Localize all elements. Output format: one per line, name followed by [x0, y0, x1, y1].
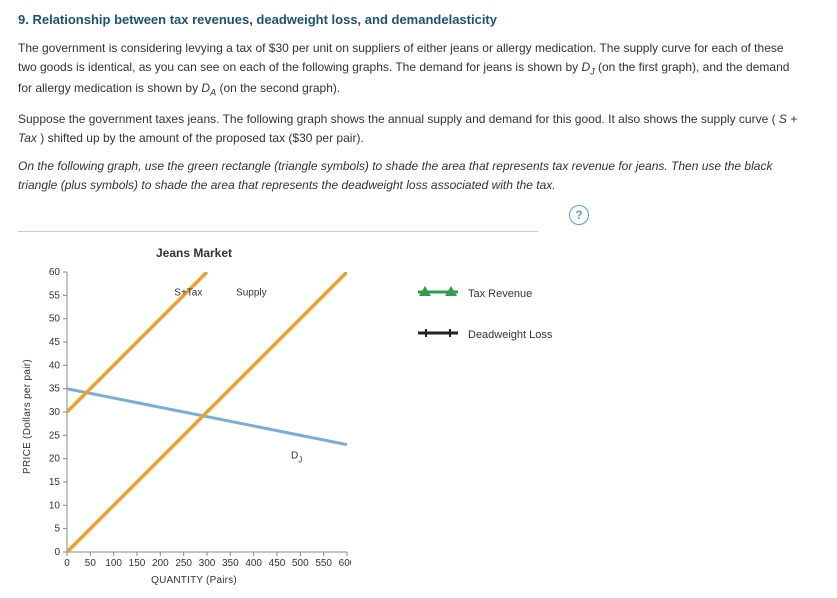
- svg-text:0: 0: [54, 547, 60, 558]
- svg-text:50: 50: [85, 558, 97, 569]
- svg-text:25: 25: [49, 430, 61, 441]
- svg-text:DJ: DJ: [291, 450, 302, 464]
- question-number: 9.: [18, 12, 29, 27]
- svg-text:0: 0: [64, 558, 70, 569]
- chart-title: Jeans Market: [37, 246, 351, 260]
- paragraph-1: The government is considering levying a …: [18, 39, 798, 100]
- svg-text:150: 150: [129, 558, 146, 569]
- svg-text:45: 45: [49, 337, 61, 348]
- deadweight-loss-icon: [418, 323, 458, 346]
- p1-dj-sub: J: [590, 66, 595, 76]
- svg-text:300: 300: [199, 558, 216, 569]
- y-axis-label: PRICE (Dollars per pair): [18, 246, 37, 586]
- svg-text:10: 10: [49, 500, 61, 511]
- svg-text:250: 250: [175, 558, 192, 569]
- legend-tax-revenue[interactable]: Tax Revenue: [418, 282, 552, 305]
- svg-text:50: 50: [49, 313, 61, 324]
- svg-text:5: 5: [54, 523, 60, 534]
- p2-text-b: ) shifted up by the amount of the propos…: [40, 131, 364, 145]
- divider: [18, 231, 538, 232]
- svg-text:20: 20: [49, 453, 61, 464]
- svg-text:500: 500: [292, 558, 309, 569]
- paragraph-3-instructions: On the following graph, use the green re…: [18, 157, 798, 194]
- svg-text:200: 200: [152, 558, 169, 569]
- chart-container: PRICE (Dollars per pair) Jeans Market 0 5…: [18, 246, 384, 586]
- svg-text:S+Tax: S+Tax: [174, 287, 202, 298]
- paragraph-2: Suppose the government taxes jeans. The …: [18, 110, 798, 147]
- svg-text:Supply: Supply: [236, 287, 267, 298]
- help-icon[interactable]: ?: [569, 205, 589, 225]
- svg-text:30: 30: [49, 407, 61, 418]
- legend-dwl-label: Deadweight Loss: [468, 329, 552, 341]
- legend-tax-revenue-label: Tax Revenue: [468, 288, 532, 300]
- svg-text:550: 550: [315, 558, 332, 569]
- legend-deadweight-loss[interactable]: Deadweight Loss: [418, 323, 552, 346]
- jeans-market-chart[interactable]: 0510152025303540455055600501001502002503…: [37, 268, 351, 570]
- x-axis-label: QUANTITY (Pairs): [37, 575, 351, 586]
- p1-text-c: (on the second graph).: [219, 81, 340, 95]
- p1-da-sub: A: [210, 87, 216, 97]
- p1-dj: D: [581, 60, 590, 74]
- svg-text:55: 55: [49, 290, 61, 301]
- svg-text:40: 40: [49, 360, 61, 371]
- question-title: Relationship between tax revenues, deadw…: [32, 12, 497, 27]
- svg-text:450: 450: [269, 558, 286, 569]
- svg-text:400: 400: [245, 558, 262, 569]
- tax-revenue-icon: [418, 282, 458, 305]
- svg-text:35: 35: [49, 383, 61, 394]
- p1-da: D: [201, 81, 210, 95]
- p2-text-a: Suppose the government taxes jeans. The …: [18, 112, 776, 126]
- svg-text:600: 600: [339, 558, 351, 569]
- svg-text:60: 60: [49, 268, 61, 278]
- svg-text:15: 15: [49, 477, 61, 488]
- legend: Tax Revenue Deadweight Loss: [418, 282, 552, 586]
- svg-text:100: 100: [105, 558, 122, 569]
- svg-text:350: 350: [222, 558, 239, 569]
